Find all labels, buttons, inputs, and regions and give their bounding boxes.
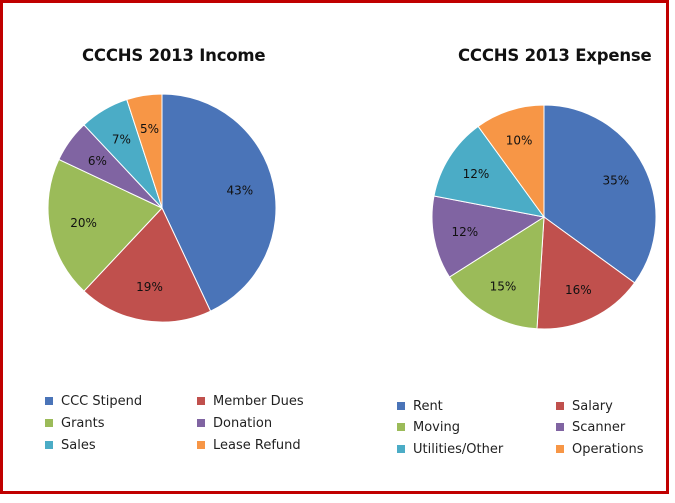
legend-label: Member Dues [213, 394, 304, 409]
slice-label-salary: 16% [565, 283, 592, 297]
slice-label-scanner: 12% [451, 225, 478, 239]
slice-label-member-dues: 19% [136, 280, 163, 294]
legend-label: Grants [61, 416, 105, 431]
slice-label-operations: 10% [506, 133, 533, 147]
legend-swatch [197, 441, 205, 449]
pie-slice-utilities-other [433, 125, 546, 218]
legend-item-operations: Operations [556, 440, 643, 460]
slice-label-sales: 7% [112, 132, 131, 146]
legend-swatch [45, 441, 53, 449]
legend-item-rent: Rent [397, 397, 443, 417]
pie-slice-operations [477, 104, 545, 219]
legend-label: Salary [572, 399, 613, 414]
pie-slice-rent [543, 104, 657, 284]
income-chart-title: CCCHS 2013 Income [82, 46, 266, 65]
slice-label-ccc-stipend: 43% [227, 184, 254, 198]
legend-item-sales: Sales [45, 436, 96, 456]
pie-slice-ccc-stipend [161, 93, 277, 312]
pie-slice-member-dues [83, 207, 212, 323]
legend-item-scanner: Scanner [556, 418, 625, 438]
legend-swatch [397, 445, 405, 453]
legend-swatch [397, 423, 405, 431]
income-pie-chart: 43% 19% 20% 6% 7% 5% [47, 93, 277, 323]
slice-label-grants: 20% [70, 216, 97, 230]
pie-slice-salary [536, 216, 636, 330]
slice-label-rent: 35% [603, 173, 630, 187]
legend-label: Operations [572, 442, 644, 457]
legend-label: Donation [213, 416, 273, 431]
expense-chart-title: CCCHS 2013 Expense [458, 46, 652, 65]
legend-label: CCC Stipend [61, 394, 143, 409]
legend-item-ccc-stipend: CCC Stipend [45, 392, 142, 412]
legend-swatch [556, 445, 564, 453]
legend-label: Moving [413, 420, 460, 435]
expense-pie-chart: 35% 16% 15% 12% 12% 10% [431, 104, 657, 330]
pie-slice-grants [47, 158, 163, 292]
legend-item-donation: Donation [197, 414, 272, 434]
slice-label-utilities-other: 12% [463, 167, 490, 181]
pie-slice-moving [448, 216, 545, 330]
legend-item-utilities-other: Utilities/Other [397, 440, 503, 460]
slice-label-lease-refund: 5% [140, 122, 159, 136]
legend-swatch [556, 402, 564, 410]
legend-label: Rent [413, 399, 443, 414]
legend-item-member-dues: Member Dues [197, 392, 304, 412]
pie-slice-scanner [431, 195, 546, 278]
legend-swatch [45, 419, 53, 427]
slice-label-donation: 6% [88, 154, 107, 168]
legend-label: Sales [61, 438, 96, 453]
legend-item-lease-refund: Lease Refund [197, 436, 301, 456]
legend-swatch [197, 397, 205, 405]
legend-label: Scanner [572, 420, 626, 435]
legend-swatch [397, 402, 405, 410]
pie-slice-lease-refund [126, 93, 163, 209]
legend-swatch [197, 419, 205, 427]
legend-label: Utilities/Other [413, 442, 504, 457]
legend-swatch [556, 423, 564, 431]
legend-item-moving: Moving [397, 418, 460, 438]
legend-item-grants: Grants [45, 414, 105, 434]
legend-item-salary: Salary [556, 397, 613, 417]
legend-swatch [45, 397, 53, 405]
figure-frame: CCCHS 2013 Income CCCHS 2013 Expense 43%… [0, 0, 669, 494]
legend-label: Lease Refund [213, 438, 301, 453]
slice-label-moving: 15% [490, 279, 517, 293]
